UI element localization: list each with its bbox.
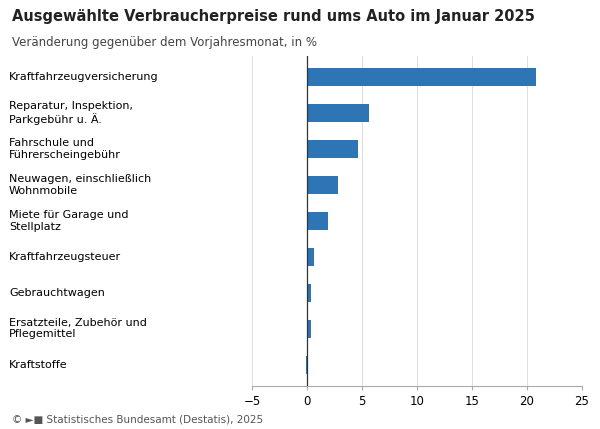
Text: Veränderung gegenüber dem Vorjahresmonat, in %: Veränderung gegenüber dem Vorjahresmonat…	[12, 36, 317, 49]
Bar	[307, 248, 314, 266]
Bar	[307, 176, 338, 194]
Bar	[307, 140, 358, 158]
Bar	[307, 320, 311, 338]
Text: Ausgewählte Verbraucherpreise rund ums Auto im Januar 2025: Ausgewählte Verbraucherpreise rund ums A…	[12, 9, 535, 24]
Bar	[307, 212, 328, 230]
Text: © ►■ Statistisches Bundesamt (Destatis), 2025: © ►■ Statistisches Bundesamt (Destatis),…	[12, 415, 263, 425]
Bar	[307, 68, 536, 86]
Bar	[307, 104, 368, 122]
Bar	[307, 284, 311, 302]
Bar	[306, 356, 307, 374]
